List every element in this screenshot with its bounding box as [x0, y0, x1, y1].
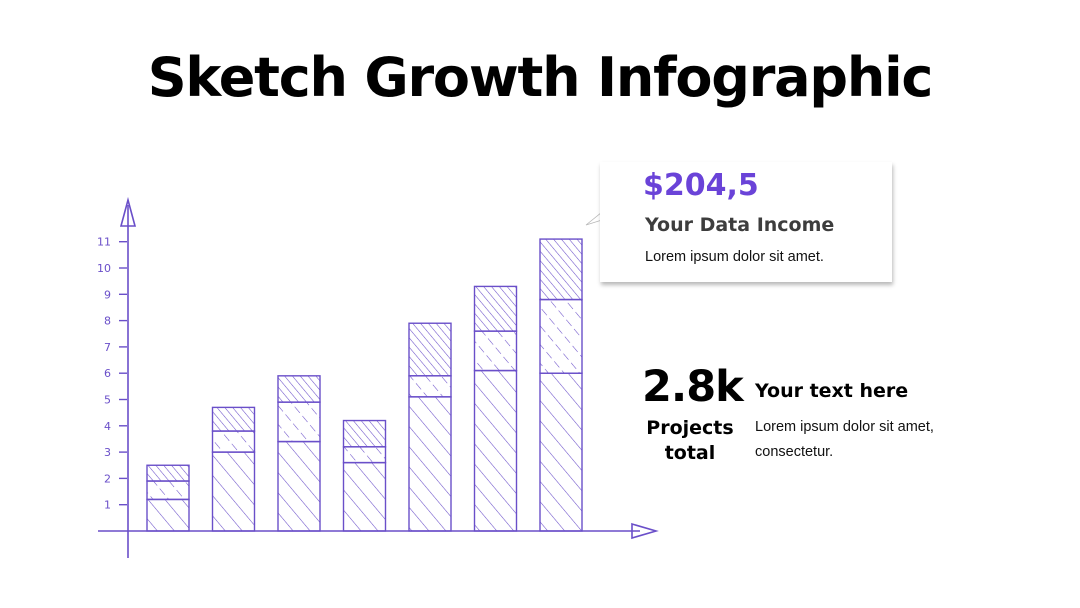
bar-segment-top — [277, 375, 321, 403]
income-description: Lorem ipsum dolor sit amet. — [645, 249, 824, 265]
growth-chart: 1 2 3 4 5 6 7 8 9 10 11 — [97, 196, 659, 558]
y-tick-label: 2 — [104, 472, 111, 485]
bar-segment-middle — [342, 446, 387, 464]
income-value: $204,5 — [643, 168, 759, 203]
bar-segment-top — [342, 419, 387, 448]
side-description-line2: consectetur. — [755, 444, 834, 460]
income-callout — [600, 162, 892, 282]
y-tick-label: 5 — [104, 394, 111, 407]
bar-segment-top — [473, 285, 518, 332]
side-heading: Your text here — [755, 380, 909, 402]
y-tick-label: 4 — [104, 420, 111, 433]
projects-label-line2: total — [664, 442, 716, 464]
projects-label-line1: Projects — [646, 417, 734, 439]
y-tick-label: 3 — [104, 446, 111, 459]
bar-segment-bottom — [146, 498, 190, 532]
y-tick-label: 7 — [104, 341, 111, 354]
y-tick-label: 10 — [97, 262, 111, 275]
x-axis-arrow-icon — [631, 522, 659, 540]
bar-segment-bottom — [539, 372, 583, 532]
side-description-line1: Lorem ipsum dolor sit amet, — [755, 419, 934, 435]
bar-segment-bottom — [408, 396, 452, 532]
bar-segment-middle — [211, 430, 256, 453]
page-title: Sketch Growth Infographic — [147, 46, 934, 109]
bar-segment-top — [146, 464, 190, 482]
bar-segment-middle — [473, 330, 518, 372]
bar-segment-top — [211, 406, 256, 432]
bar-segment-bottom — [277, 440, 321, 532]
bar-segment-middle — [277, 401, 321, 443]
projects-value: 2.8k — [642, 362, 744, 412]
bar-segment-middle — [539, 298, 583, 374]
bar-segment-top — [408, 322, 452, 377]
bar-segment-top — [539, 238, 583, 301]
projects-label: Projects total — [636, 416, 744, 466]
y-tick-label: 1 — [104, 499, 111, 512]
bar-segment-bottom — [342, 461, 387, 532]
y-tick-label: 6 — [104, 367, 111, 380]
income-heading: Your Data Income — [645, 214, 835, 236]
y-tick-label: 8 — [104, 315, 111, 328]
bar-segment-bottom — [473, 369, 518, 532]
y-tick-label: 9 — [104, 288, 111, 301]
y-axis-arrow-icon — [119, 196, 137, 227]
y-tick-label: 11 — [97, 236, 111, 249]
bar-segment-middle — [408, 375, 452, 398]
side-description: Lorem ipsum dolor sit amet, consectetur. — [755, 415, 970, 465]
bar-segment-middle — [146, 480, 190, 501]
bar-segment-bottom — [211, 451, 256, 532]
